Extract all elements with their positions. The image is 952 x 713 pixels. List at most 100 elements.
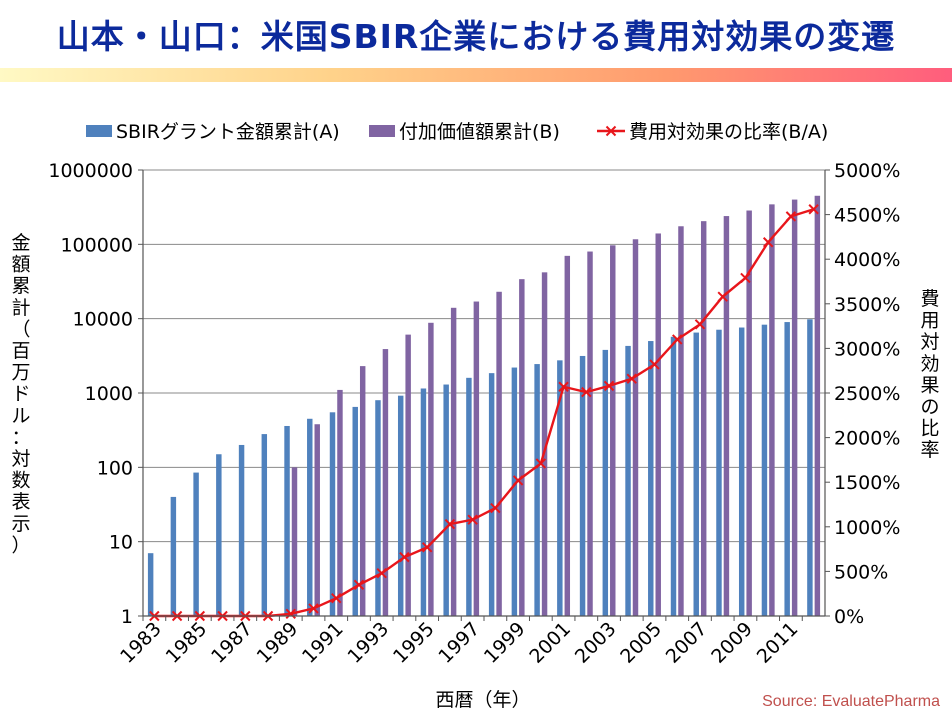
y-tick-label: 1000000	[48, 160, 133, 182]
ratio-marker	[444, 518, 456, 530]
y-tick-label: 10	[109, 532, 133, 554]
ratio-marker	[376, 567, 387, 579]
bar-series-b	[587, 251, 593, 616]
ratio-marker-stroke	[558, 381, 569, 392]
y2-tick-label: 1500%	[834, 472, 900, 494]
axis-title-char: 額	[11, 254, 30, 276]
ratio-marker-stroke	[421, 542, 433, 553]
axis-title-char: 対	[920, 331, 939, 353]
axis-title-char: 費	[920, 288, 939, 310]
axis-title-char: ド	[11, 383, 30, 405]
ratio-marker-stroke	[762, 237, 774, 248]
y2-tick-label: 2500%	[834, 383, 900, 405]
bar-series-b	[791, 199, 798, 616]
ratio-marker-stroke	[694, 319, 706, 330]
chart-bars	[147, 195, 821, 617]
axis-title-char: 対	[11, 448, 30, 470]
axis-title-char: 率	[920, 439, 939, 461]
y2-tick-label: 1000%	[834, 517, 900, 539]
bar-series-b	[541, 272, 548, 616]
bar-series-a	[534, 364, 540, 616]
axis-title-char: 数	[11, 470, 30, 492]
ratio-marker	[421, 542, 433, 553]
slide-title: 山本・山口：米国SBIR企業における費用対効果の変遷	[56, 17, 896, 56]
ratio-marker-stroke	[444, 518, 456, 530]
legend-swatch	[86, 125, 112, 137]
bar-series-b	[564, 255, 571, 616]
bar-series-a	[352, 406, 358, 616]
ratio-marker-stroke	[535, 458, 547, 469]
bar-series-a	[147, 553, 154, 616]
bar-series-a	[738, 327, 745, 616]
y-tick-label: 100000	[60, 234, 133, 256]
ratio-marker-stroke	[512, 475, 524, 486]
ratio-marker-stroke	[581, 386, 592, 398]
ratio-marker	[762, 237, 774, 248]
ratio-marker-stroke	[376, 567, 387, 579]
bar-series-a	[329, 412, 336, 616]
axis-title-char: 金	[11, 232, 30, 254]
x-tick-label: 2011	[753, 618, 803, 668]
x-tick-label: 1989	[253, 618, 303, 668]
ratio-marker	[785, 211, 797, 222]
ratio-marker	[626, 373, 637, 384]
axis-title-char: ル	[11, 405, 30, 427]
bar-series-a	[693, 332, 699, 616]
bar-series-a	[784, 322, 790, 616]
axis-title-char: ：	[11, 426, 30, 448]
ratio-marker	[490, 502, 501, 514]
x-tick-label: 1991	[298, 618, 348, 668]
x-tick-label: 2001	[525, 618, 575, 668]
bar-series-b	[291, 467, 298, 616]
ratio-marker-stroke	[399, 551, 410, 563]
axis-title-char: 効	[920, 353, 939, 375]
source-note: Source: EvaluatePharma	[762, 693, 940, 710]
y2-tick-label: 4000%	[834, 249, 900, 271]
bar-series-a	[170, 496, 177, 616]
ratio-marker-stroke	[308, 603, 319, 614]
ratio-marker	[535, 458, 547, 469]
bar-series-b	[814, 195, 821, 616]
ratio-marker	[399, 551, 410, 563]
y-tick-label: 10000	[73, 309, 133, 331]
axis-title-char: 果	[920, 374, 939, 396]
bar-series-a	[602, 349, 609, 616]
ratio-marker-stroke	[285, 608, 296, 619]
bar-series-b	[678, 226, 684, 616]
ratio-marker	[331, 592, 342, 604]
y2-tick-label: 0%	[834, 606, 864, 628]
bar-series-a	[443, 384, 449, 616]
bar-series-b	[473, 301, 480, 616]
axis-title-char: 計	[11, 297, 30, 319]
bar-series-a	[511, 367, 518, 616]
y2-tick-label: 2000%	[834, 428, 900, 450]
axis-title-char: ）	[11, 534, 30, 556]
bar-series-a	[193, 472, 199, 616]
bar-series-a	[488, 373, 495, 616]
x-tick-label: 2005	[616, 618, 666, 668]
ratio-marker	[581, 386, 592, 398]
bar-series-b	[450, 307, 457, 616]
ratio-marker-stroke	[717, 291, 728, 302]
ratio-marker	[285, 608, 296, 619]
ratio-marker-stroke	[808, 204, 819, 215]
bar-series-b	[610, 245, 616, 616]
ratio-marker-stroke	[626, 373, 637, 384]
ratio-marker-stroke	[603, 380, 615, 392]
bar-series-b	[359, 366, 366, 616]
bar-series-b	[428, 322, 434, 616]
bar-series-b	[496, 291, 502, 616]
x-tick-label: 1993	[343, 618, 393, 668]
x-tick-label: 2009	[707, 618, 757, 668]
ratio-marker-stroke	[785, 211, 797, 222]
bar-series-b	[700, 221, 707, 617]
x-tick-label: 1985	[162, 618, 212, 668]
bar-series-a	[648, 341, 654, 616]
bar-series-a	[466, 377, 472, 616]
axis-title-char: 比	[920, 418, 939, 440]
x-axis-title: 西暦（年）	[435, 689, 530, 711]
bar-series-a	[625, 345, 631, 616]
x-tick-label: 1997	[434, 618, 484, 668]
bar-series-a	[238, 444, 245, 616]
